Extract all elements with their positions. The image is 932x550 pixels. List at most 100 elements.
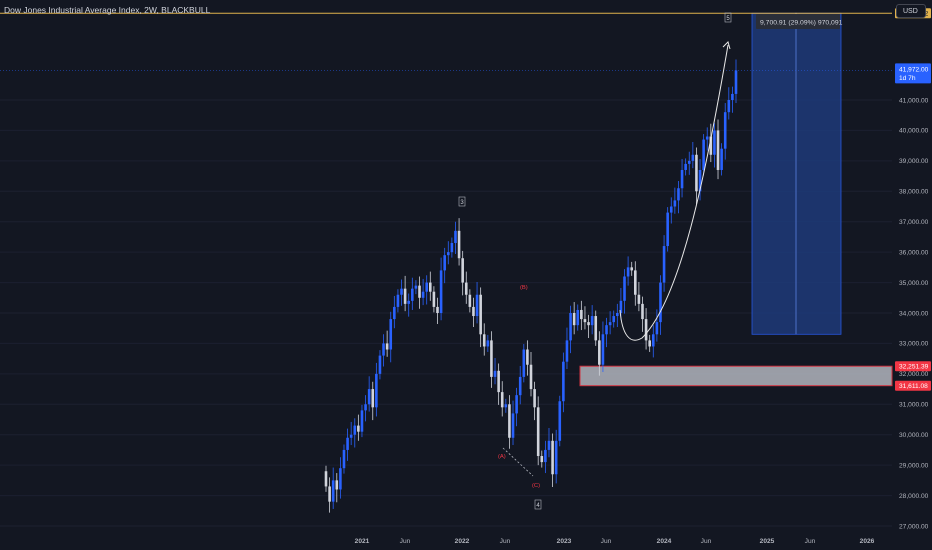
candle-body <box>493 370 497 377</box>
measure-label: 9,700.91 (29.09%) 970,091 <box>760 20 843 27</box>
time-tick: Jun <box>400 538 411 545</box>
candle-body <box>418 285 421 298</box>
candle-body <box>641 303 644 320</box>
candle-body <box>396 294 400 307</box>
measure-label-bg <box>756 14 840 29</box>
candle-body <box>461 258 464 283</box>
candle-body <box>457 230 461 259</box>
price-tick: 35,000.00 <box>899 280 929 287</box>
candle-body <box>630 267 634 271</box>
candle-body <box>644 319 648 341</box>
currency-button[interactable]: USD <box>896 4 926 18</box>
wave-3-label: 3 <box>460 200 464 206</box>
candle-body <box>723 112 727 149</box>
candle-body <box>515 395 518 414</box>
time-tick: 2025 <box>760 538 775 545</box>
candle-body <box>443 255 446 271</box>
candle-body <box>504 404 508 408</box>
candle-body <box>612 316 616 323</box>
candle-body <box>428 282 432 292</box>
price-tick: 40,000.00 <box>899 128 929 135</box>
candle-body <box>637 294 641 304</box>
support-zone-rect[interactable] <box>579 365 893 387</box>
candle-body <box>393 306 396 320</box>
wave-c-label: (C) <box>532 483 540 489</box>
price-tick: 36,000.00 <box>899 249 929 256</box>
candle-body <box>669 206 673 213</box>
candle-body <box>666 212 669 247</box>
candle-body <box>407 300 411 304</box>
candle-body <box>583 319 587 323</box>
candle-body <box>389 319 393 350</box>
price-tick: 31,000.00 <box>899 402 929 409</box>
candle-body <box>533 389 536 408</box>
candle-body <box>367 389 371 405</box>
candle-body <box>702 139 705 170</box>
candle-body <box>342 449 346 469</box>
candle-body <box>432 291 436 307</box>
candle-body <box>684 163 687 170</box>
price-tick: 39,000.00 <box>899 158 929 165</box>
wave-ac-dashed-line[interactable] <box>502 447 534 477</box>
projection-arrow-head <box>722 41 731 50</box>
wave-4-label-box <box>534 499 542 510</box>
candle-body <box>486 340 490 347</box>
time-tick: Jun <box>701 538 712 545</box>
candle-body <box>633 270 637 295</box>
candle-body <box>500 392 504 408</box>
candle-body <box>709 136 713 155</box>
price-tick: 27,000.00 <box>899 523 929 530</box>
candle-body <box>547 440 551 450</box>
candle-body <box>497 370 500 393</box>
candle-body <box>439 270 443 313</box>
candle-body <box>446 252 450 256</box>
price-tick: 34,000.00 <box>899 310 929 317</box>
candle-body <box>673 200 677 207</box>
candle-body <box>508 404 511 438</box>
time-axis[interactable]: 2021 Jun 2022 Jun 2023 Jun 2024 Jun 2025 Jun 2026 <box>355 538 875 545</box>
candle-body <box>331 480 335 502</box>
candle-body <box>590 316 594 326</box>
price-tick: 41,000.00 <box>899 97 929 104</box>
price-tick: 28,000.00 <box>899 493 929 500</box>
current-price-tag: 41,972.00 <box>899 66 929 73</box>
current-price-tag-bg <box>895 63 931 84</box>
time-tick: 2023 <box>557 538 572 545</box>
candle-body <box>713 130 716 155</box>
candle-body <box>472 306 475 317</box>
candle-body <box>382 343 385 356</box>
candle-body <box>490 340 493 377</box>
time-tick: 2026 <box>860 538 875 545</box>
candle-body <box>346 437 349 450</box>
drawings-layer[interactable]: 3 4 5 (A) (B) (C) <box>0 12 892 510</box>
measure-box[interactable]: 9,700.91 (29.09%) 970,091 <box>751 12 843 335</box>
candle-body <box>375 373 378 408</box>
candle-body <box>436 306 439 313</box>
chart-grid <box>0 99 892 527</box>
candle-body <box>727 100 731 113</box>
support-zone[interactable] <box>579 365 893 387</box>
candle-body <box>605 325 608 335</box>
zone-bottom-tag: 31,611.08 <box>899 383 928 390</box>
projection-curve[interactable] <box>619 44 729 341</box>
candle-body <box>601 334 605 365</box>
candle-body <box>651 334 655 347</box>
price-axis[interactable]: 27,000.00 28,000.00 29,000.00 30,000.00 31,0… <box>895 8 931 530</box>
measure-rect[interactable] <box>751 12 842 335</box>
candle-body <box>576 309 580 326</box>
candle-body <box>572 313 576 326</box>
candle-body <box>450 243 454 253</box>
candle-body <box>551 440 554 475</box>
zone-top-tag-bg <box>895 361 931 372</box>
candle-body <box>608 322 612 326</box>
wave-b-label: (B) <box>520 285 528 291</box>
candle-body <box>698 169 702 192</box>
wave-5-label: 5 <box>726 16 730 22</box>
candle-body <box>339 468 342 490</box>
time-tick: Jun <box>601 538 612 545</box>
candle-body <box>659 282 662 323</box>
candle-body <box>324 471 328 487</box>
candle-body <box>385 343 389 350</box>
candle-body <box>619 300 623 313</box>
